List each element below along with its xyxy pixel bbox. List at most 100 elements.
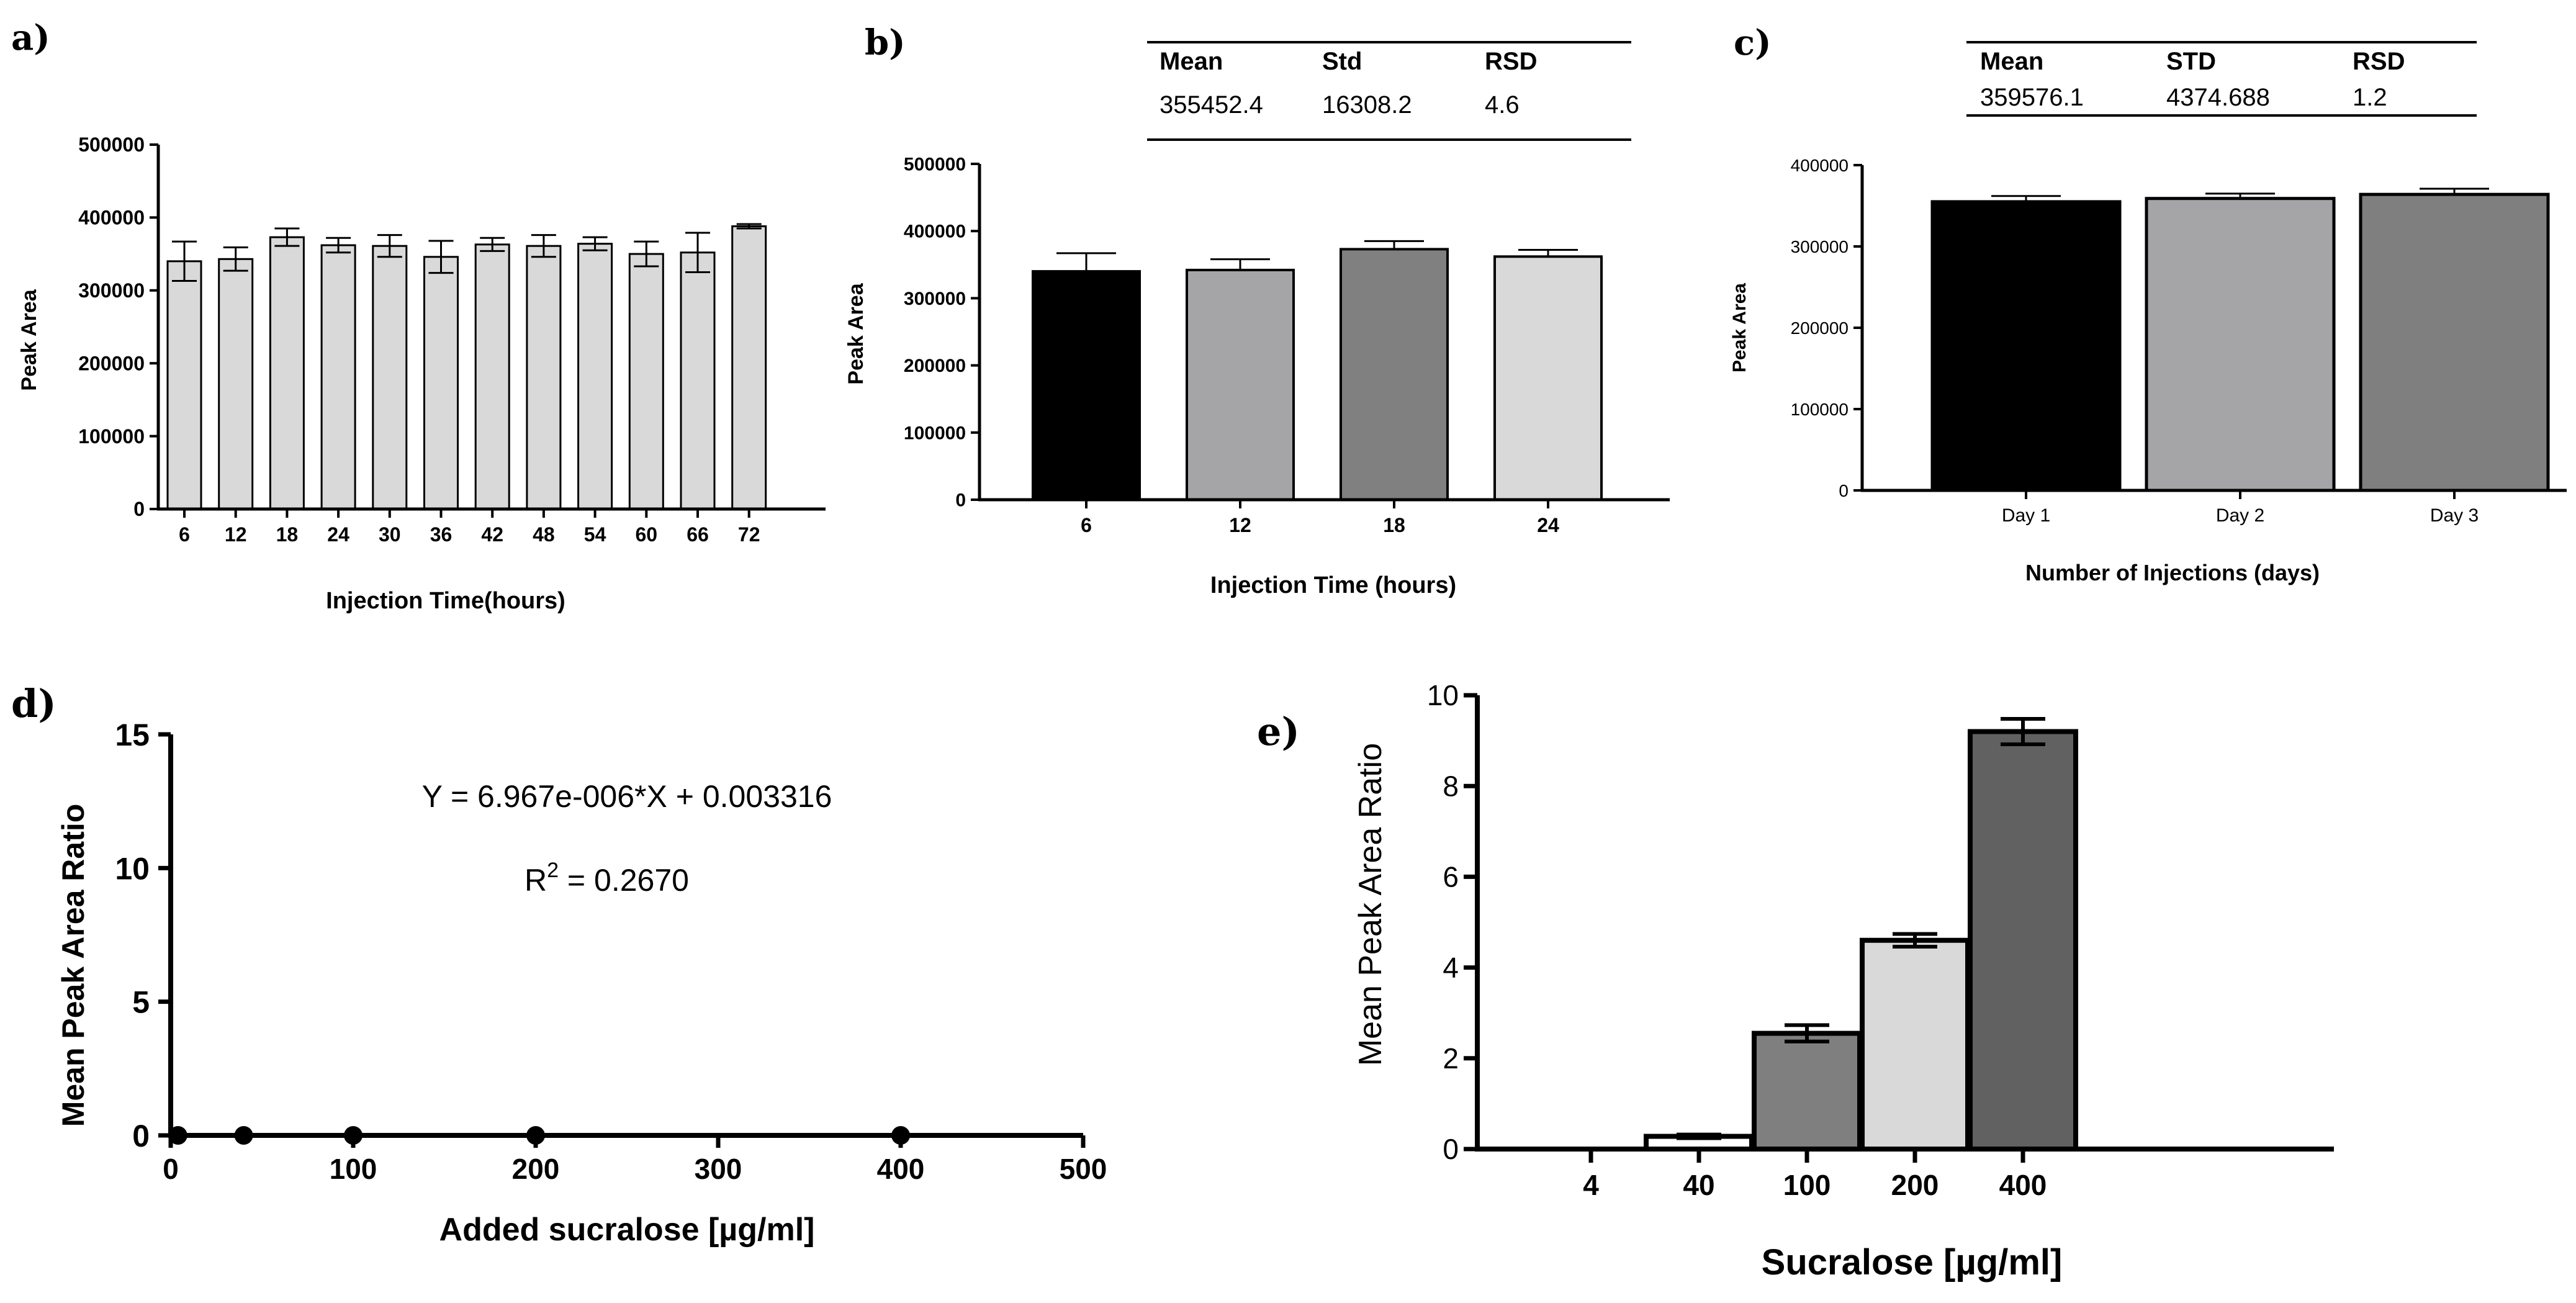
panel-c-xtick-label: Day 1 <box>2002 505 2050 526</box>
panel-e-xtick-label: 100 <box>1783 1169 1831 1201</box>
panel-d-xlabel: Added sucralose [µg/ml] <box>439 1212 815 1248</box>
panel-b-xtick-label: 18 <box>1383 514 1405 536</box>
panel-d-xtick-label: 400 <box>877 1153 925 1185</box>
panel-a-xtick-label: 42 <box>481 523 503 546</box>
panel-a-errorbar <box>172 240 197 282</box>
panel-b-errorbar <box>1210 258 1270 270</box>
panel-a-xtick-label: 6 <box>179 523 190 546</box>
panel-b-errorbar <box>1518 248 1578 257</box>
panel-a-xtick-label: 12 <box>225 523 247 546</box>
panel-a-xtick-label: 36 <box>430 523 453 546</box>
panel-d-xtick-label: 200 <box>512 1153 560 1185</box>
panel-a-ytick-label: 400000 <box>78 207 145 229</box>
panel-b-xlabel: Injection Time (hours) <box>1210 572 1456 598</box>
panel-a: a) Peak Area Injection Time(hours) 0 1000… <box>11 17 826 614</box>
panel-d-ytick-label: 5 <box>132 985 150 1020</box>
panel-c-bar-day-2 <box>2145 197 2336 492</box>
panel-c-bar-day-1 <box>1930 200 2122 492</box>
panel-e-letter: e) <box>1257 709 1300 754</box>
panel-e: e) Mean Peak Area Ratio Sucralose [µg/ml… <box>1257 679 2334 1283</box>
panel-a-errorbar <box>377 234 402 258</box>
panel-a-xlabel: Injection Time(hours) <box>326 588 565 614</box>
panel-a-errorbar <box>480 237 505 252</box>
panel-b-ytick-label: 0 <box>955 490 966 511</box>
panel-a-xtick-label: 30 <box>379 523 401 546</box>
panel-d-point-200 <box>526 1126 545 1145</box>
panel-b-table-header-std: Std <box>1322 48 1362 75</box>
panel-e-bar-100 <box>1752 1030 1862 1152</box>
panel-b-xtick-label: 24 <box>1537 514 1559 536</box>
panel-d-point-100 <box>344 1126 363 1145</box>
panel-d-ytick-label: 15 <box>115 718 150 752</box>
panel-b-bar-6 <box>1032 270 1141 501</box>
panel-a-bar-72 <box>731 225 767 510</box>
panel-a-errorbar <box>326 237 351 254</box>
panel-e-ylabel: Mean Peak Area Ratio <box>1353 743 1389 1066</box>
panel-d-ytick-label: 10 <box>115 851 150 886</box>
panel-c-ytick-label: 200000 <box>1791 318 1849 338</box>
panel-e-errorbar <box>1785 1023 1829 1044</box>
panel-e-ytick-label: 8 <box>1443 770 1459 802</box>
panel-e-bar-400 <box>1968 729 2078 1152</box>
panel-a-bar-54 <box>577 243 613 510</box>
panel-d-point-40 <box>234 1126 253 1145</box>
panel-a-bar-30 <box>372 245 408 510</box>
panel-b-table-std-value: 16308.2 <box>1322 91 1412 119</box>
panel-b-letter: b) <box>865 22 906 63</box>
panel-e-errorbar <box>2001 717 2045 746</box>
panel-d-r2: R2 = 0.2670 <box>525 859 689 898</box>
panel-e-ytick-label: 2 <box>1443 1042 1459 1075</box>
panel-a-errorbar <box>531 234 556 258</box>
panel-e-ytick-label: 0 <box>1443 1133 1459 1165</box>
panel-d-xtick-label: 100 <box>330 1153 377 1185</box>
panel-b: b) Mean Std RSD 355452.4 16308.2 4.6 Pea… <box>844 22 1670 598</box>
panel-e-ytick-label: 6 <box>1443 861 1459 893</box>
panel-b-ytick-label: 300000 <box>904 289 966 309</box>
panel-a-bar-42 <box>474 243 510 510</box>
panel-c-ytick-label: 100000 <box>1791 400 1849 419</box>
panel-c-letter: c) <box>1734 22 1772 63</box>
panel-d-r2-prefix: R <box>525 863 547 898</box>
panel-c-ylabel: Peak Area <box>1729 283 1750 372</box>
panel-b-errorbar <box>1364 240 1424 250</box>
panel-c-xtick-label: Day 3 <box>2430 505 2479 526</box>
panel-e-xtick-label: 200 <box>1891 1169 1939 1201</box>
panel-c-ytick-label: 0 <box>1839 481 1849 500</box>
panel-b-ylabel: Peak Area <box>844 282 868 384</box>
panel-b-bar-24 <box>1493 255 1603 501</box>
panel-b-bar-12 <box>1186 268 1295 501</box>
panel-d-xtick-label: 500 <box>1060 1153 1107 1185</box>
panel-e-bar-200 <box>1860 937 1970 1152</box>
panel-a-errorbar <box>634 240 659 268</box>
panel-b-table-rsd-value: 4.6 <box>1485 91 1520 119</box>
panel-a-bar-66 <box>680 251 716 510</box>
panel-a-bar-12 <box>218 258 254 510</box>
panel-a-errorbar <box>428 240 454 274</box>
panel-a-ytick-label: 200000 <box>78 352 145 374</box>
panel-c-table-header-std: STD <box>2166 48 2216 75</box>
panel-a-errorbar <box>736 223 762 230</box>
panel-a-errorbar <box>582 236 608 251</box>
panel-d-ytick-label: 0 <box>132 1119 150 1153</box>
panel-a-bar-24 <box>320 244 356 510</box>
panel-b-table-header-rsd: RSD <box>1485 48 1537 75</box>
panel-c-errorbar <box>2205 192 2275 199</box>
panel-a-bar-6 <box>166 260 202 510</box>
panel-a-bar-48 <box>526 245 562 510</box>
panel-a-errorbar <box>274 227 300 247</box>
panel-c-errorbar <box>1991 195 2061 202</box>
panel-b-ytick-label: 100000 <box>904 423 966 443</box>
panel-d-r2-value: = 0.2670 <box>559 863 689 898</box>
panel-a-xtick-label: 72 <box>738 523 760 546</box>
panel-a-ytick-label: 100000 <box>78 425 145 448</box>
panel-b-ytick-label: 400000 <box>904 222 966 242</box>
panel-e-errorbar <box>1677 1132 1721 1140</box>
panel-c-table-rsd-value: 1.2 <box>2353 84 2387 111</box>
panel-a-bar-36 <box>423 256 459 510</box>
panel-e-ytick-label: 10 <box>1427 679 1459 711</box>
panel-a-xtick-label: 48 <box>533 523 555 546</box>
panel-c-xtick-label: Day 2 <box>2216 505 2264 526</box>
panel-e-xtick-label: 400 <box>1999 1169 2047 1201</box>
panel-a-bar-60 <box>628 253 664 510</box>
panel-d-xtick-label: 300 <box>695 1153 742 1185</box>
